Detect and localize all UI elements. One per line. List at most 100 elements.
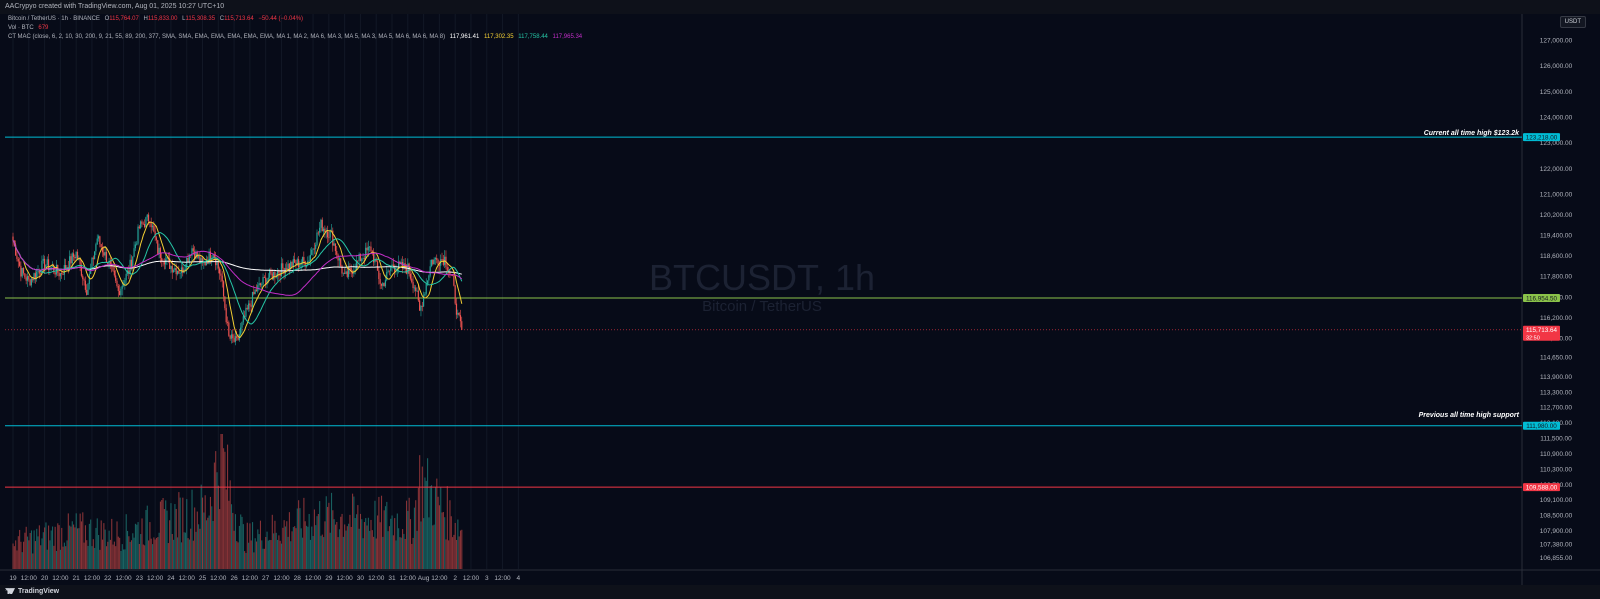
price-tick-label: 124,000.00 [1540,115,1573,122]
candle-body [387,270,389,273]
volume-bar [334,524,337,569]
candle-body [350,268,352,272]
candle-body [303,257,305,261]
candle-body [74,256,76,259]
volume-bar [70,526,72,569]
volume-bar [348,523,350,569]
volume-bar [446,486,448,569]
volume-bar [269,539,271,569]
volume-bar [175,508,177,569]
candle-body [195,251,197,259]
volume-bar [182,497,184,569]
volume-bar [316,516,318,569]
volume-bar [146,505,148,569]
price-tick-label: 111,500.00 [1540,436,1572,443]
candle-body [21,267,23,277]
candle-body [425,283,427,294]
candle-body [96,238,98,245]
volume-bar [375,538,377,569]
volume-bar [128,536,130,569]
volume-bar [167,543,169,569]
volume-bar [80,521,83,569]
volume-bar [121,544,123,569]
candle-body [208,251,210,264]
candle-body [153,225,155,232]
candle-body [138,226,140,229]
candle-body [349,267,351,269]
candle-body [233,338,235,342]
candle-body [295,262,297,266]
candle-body [78,258,80,260]
chart-area[interactable]: BTCUSDT, 1h Bitcoin / TetherUS Current all… [0,14,1600,585]
volume-bar [304,521,306,569]
volume-bar [225,489,227,569]
price-tick-label: 114,650.00 [1540,355,1572,362]
candle-body [26,276,29,281]
price-tick-label: 121,000.00 [1540,192,1573,199]
volume-bar [115,546,117,569]
candle-body [457,312,459,315]
volume-bar [287,536,289,569]
volume-bar [186,499,188,569]
price-tick-label: 122,000.00 [1540,166,1573,173]
candle-body [207,261,209,264]
volume-bar [432,525,434,569]
volume-bar [178,492,180,569]
candle-body [61,273,63,275]
legend-ma-value-1: 117,961.41 [449,34,480,40]
volume-bar [199,528,201,569]
candle-body [140,221,142,229]
volume-bar [161,500,163,569]
volume-bar [396,513,398,569]
volume-bar [294,526,296,569]
volume-bar [436,478,438,569]
volume-bar [105,546,108,569]
candle-body [249,303,251,306]
volume-bar [88,523,90,569]
volume-bar [108,530,110,569]
candle-body [230,334,233,339]
legend-volume-row: Vol · BTC 679 [8,25,51,31]
candle-body [22,267,25,274]
volume-bar [203,512,205,569]
candle-body [372,251,375,263]
volume-bar [361,519,363,569]
candle-body [282,263,284,269]
volume-bar [30,530,33,569]
candle-body [59,273,61,277]
candle-body [301,257,304,264]
volume-bar [37,536,39,569]
red-level-badge: 109,588.00 [1526,484,1558,491]
candle-body [333,243,335,246]
candle-body [297,259,300,268]
volume-bar [90,519,92,569]
red-level-badge-bg [1523,483,1560,492]
candle-body [426,280,429,284]
ath-price-badge: 123,218.00 [1526,134,1558,141]
candle-body [340,258,342,266]
volume-bar [166,510,168,569]
candle-body [300,263,302,265]
candle-body [380,283,383,286]
candle-body [216,262,218,266]
candle-body [201,258,204,264]
candle-body [421,305,423,307]
price-tick-label: 127,000.00 [1540,37,1573,44]
time-tick-label: 12:00 [305,575,322,582]
candle-body [115,275,117,281]
candle-body [328,237,330,239]
volume-bar [383,510,385,569]
time-tick-label: 4 [517,575,521,582]
currency-button[interactable]: USDT [1559,16,1586,28]
candle-body [182,267,184,273]
candle-body [296,259,298,266]
volume-bar [170,503,172,569]
candle-body [88,273,90,284]
price-tick-label: 112,700.00 [1540,405,1572,412]
volume-bar [353,496,355,569]
volume-bar [384,506,387,569]
volume-bar [258,534,260,569]
price-tick-label: 123,000.00 [1540,140,1573,147]
volume-bar [320,535,322,569]
